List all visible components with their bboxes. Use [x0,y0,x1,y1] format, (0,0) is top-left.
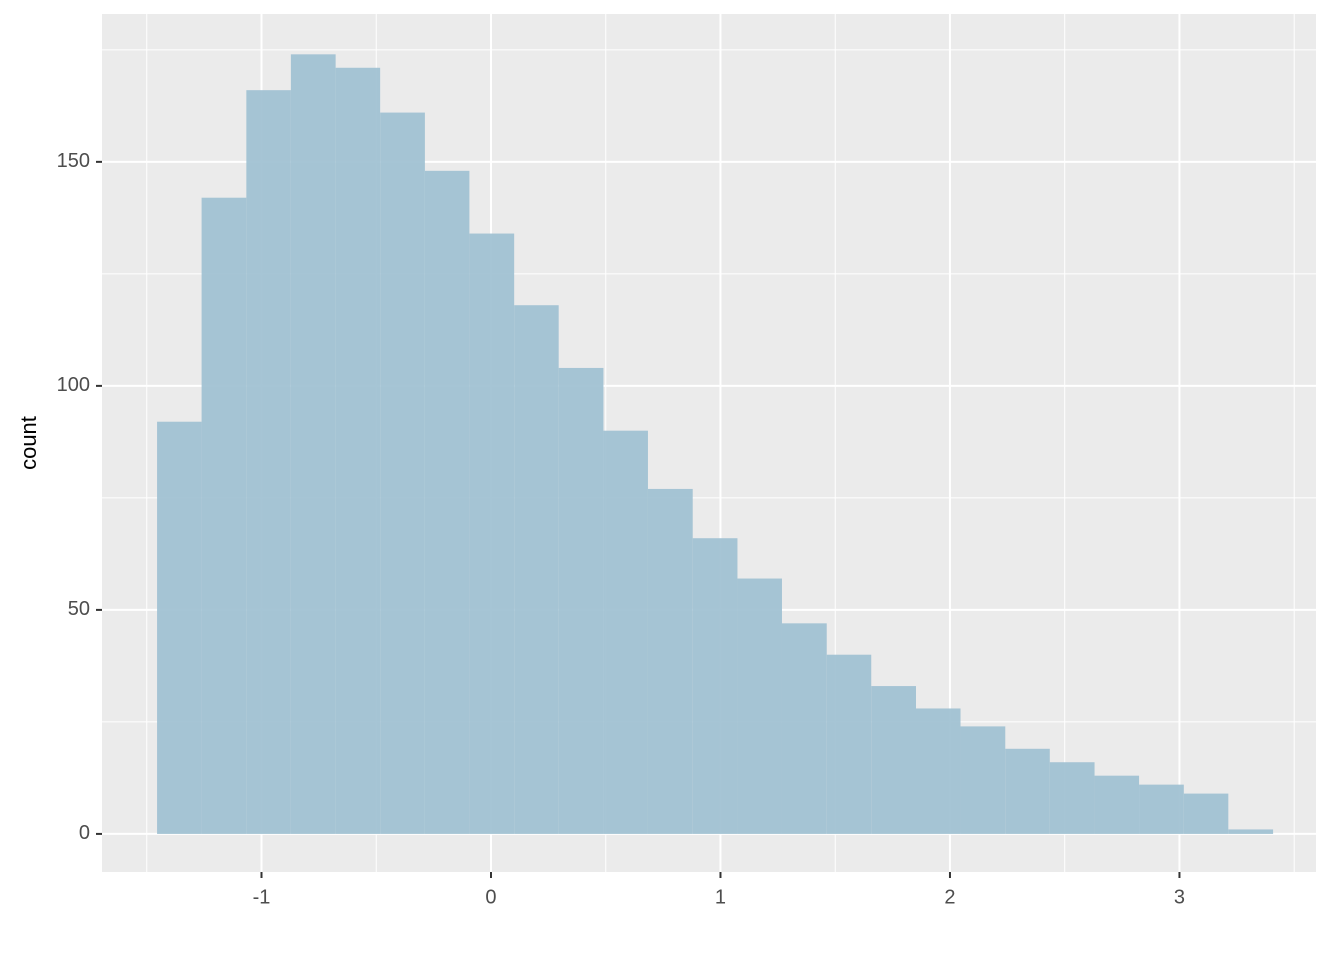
x-tick-label: 2 [944,886,955,908]
bar [1005,748,1050,834]
y-tick-label: 50 [68,598,90,620]
bar [871,686,916,834]
bar [960,726,1006,834]
bar [1094,775,1140,834]
y-tick-label: 0 [79,822,90,844]
bar [514,305,559,834]
x-tick-label: 1 [715,886,726,908]
bar [469,233,515,834]
bar [201,197,247,834]
bar [558,367,604,834]
x-tick-label: 3 [1174,886,1185,908]
bar [380,112,425,834]
bar [692,538,738,834]
bar [1139,784,1184,834]
bar [647,488,693,834]
bar [290,54,336,834]
bar [424,170,470,834]
bar [1228,829,1274,834]
bar [1049,762,1095,834]
bar [603,430,648,834]
x-tick-label: 0 [485,886,496,908]
y-tick-label: 100 [57,374,90,396]
bar [781,623,827,834]
bar [246,90,291,834]
bar [737,578,782,834]
bar [335,67,381,834]
x-tick-label: -1 [253,886,271,908]
y-tick-label: 150 [57,150,90,172]
y-axis-title: count [16,416,41,470]
bar [1183,793,1229,834]
bar [915,708,961,834]
bar [826,654,872,834]
bar [157,421,202,834]
